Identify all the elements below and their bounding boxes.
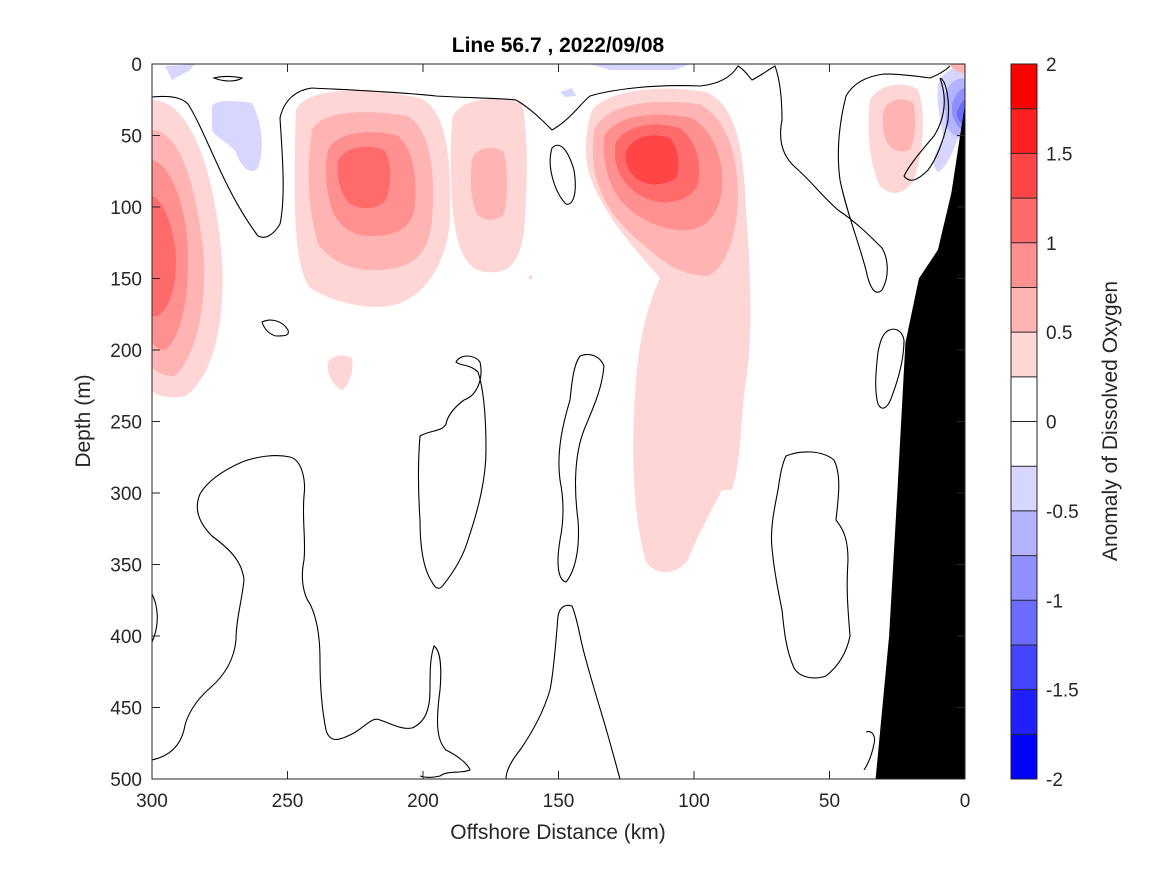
y-tick-label: 150 [110, 270, 142, 291]
colorbar-tick-label: 1.5 [1046, 144, 1072, 165]
colorbar-tick-label: -1 [1046, 591, 1063, 612]
colorbar-swatch [1011, 510, 1037, 556]
zero-contour [152, 455, 291, 761]
zero-contour [875, 328, 905, 409]
anomaly-region-175-l2 [470, 147, 507, 220]
zero-contour [152, 593, 158, 643]
zero-contour [549, 144, 576, 205]
x-axis-label: Offshore Distance (km) [450, 821, 666, 844]
colorbar-tick-label: 2 [1046, 55, 1057, 76]
colorbar-tick-label: 1 [1046, 234, 1057, 255]
anomaly-region-top-blue [165, 64, 195, 80]
y-tick-label: 250 [110, 413, 142, 434]
colorbar-tick-label: -1.5 [1046, 681, 1079, 702]
colorbar-swatch [1011, 421, 1037, 467]
colorbar-swatch [1011, 64, 1037, 109]
y-tick-label: 300 [110, 484, 142, 505]
x-tick-label: 300 [136, 791, 168, 812]
zero-contour [903, 77, 950, 181]
anomaly-region-20-l2 [882, 99, 916, 152]
x-tick-label: 150 [543, 791, 575, 812]
y-tick-label: 500 [110, 770, 142, 791]
red-anomaly-fill [152, 64, 965, 573]
x-axis: 300 250 200 150 100 50 0 [136, 64, 970, 812]
anomaly-region-100-l5 [625, 135, 679, 185]
anomaly-region-230-l4 [337, 146, 391, 209]
colorbar-swatch [1011, 689, 1037, 735]
zero-contour [289, 456, 471, 779]
anomaly-region-blue-west [212, 101, 262, 171]
zero-contour [863, 731, 876, 771]
blue-anomaly-fill [165, 64, 965, 172]
zero-contour [770, 451, 851, 679]
anomaly-region-surface-blue [590, 64, 690, 70]
colorbar-swatch [1011, 153, 1037, 199]
anomaly-fill-layer [152, 64, 965, 779]
seafloor-shape [875, 104, 965, 779]
y-tick-label: 350 [110, 556, 142, 577]
colorbar-tick-label: 0 [1046, 413, 1057, 434]
colorbar-frame [1010, 63, 1038, 780]
zero-contour [557, 353, 605, 583]
zero-contour [505, 604, 621, 779]
x-tick-label: 100 [678, 791, 710, 812]
colorbar-tick-label: -0.5 [1046, 502, 1079, 523]
colorbar-swatch [1011, 287, 1037, 333]
zero-contour [417, 355, 487, 589]
x-tick-label: 0 [960, 791, 971, 812]
colorbar-swatch [1011, 555, 1037, 601]
anomaly-region-small-blue [560, 88, 576, 97]
y-tick-label: 100 [110, 198, 142, 219]
colorbar-swatch [1011, 332, 1037, 377]
colorbar-swatch [1011, 376, 1037, 422]
colorbar-swatch [1011, 108, 1037, 154]
colorbar-swatch [1011, 600, 1037, 645]
colorbar-tick-label: -2 [1046, 770, 1063, 791]
y-axis-label: Depth (m) [72, 374, 95, 467]
colorbar-swatch [1011, 198, 1037, 243]
chart-title: Line 56.7 , 2022/09/08 [452, 34, 665, 57]
zero-contour [261, 319, 289, 337]
colorbar-swatch [1011, 466, 1037, 511]
y-tick-label: 50 [121, 127, 142, 148]
plot-area [152, 64, 965, 779]
colorbar-swatch [1011, 734, 1037, 779]
zero-contour-lines [152, 65, 951, 779]
colorbar-tick-label: 0.5 [1046, 323, 1072, 344]
x-tick-label: 50 [819, 791, 840, 812]
anomaly-region-west-l4 [152, 196, 176, 316]
zero-contour [152, 65, 951, 293]
colorbar: -2 -1.5 -1 -0.5 0 0.5 1 1.5 2 [1010, 55, 1079, 791]
colorbar-label: Anomaly of Dissolved Oxygen [1099, 281, 1122, 561]
colorbar-swatch [1011, 644, 1037, 690]
x-tick-label: 200 [407, 791, 439, 812]
anomaly-region-small-dot [528, 275, 533, 280]
zero-contour [212, 75, 244, 82]
y-tick-label: 0 [131, 55, 142, 76]
y-axis: 0 50 100 150 200 250 300 350 400 450 500 [110, 55, 965, 791]
anomaly-region-215-l1 [327, 355, 353, 390]
y-tick-label: 450 [110, 699, 142, 720]
anomaly-region-coast-red [950, 64, 965, 74]
x-tick-label: 250 [272, 791, 304, 812]
colorbar-swatch [1011, 242, 1037, 288]
y-tick-label: 200 [110, 341, 142, 362]
y-tick-label: 400 [110, 627, 142, 648]
